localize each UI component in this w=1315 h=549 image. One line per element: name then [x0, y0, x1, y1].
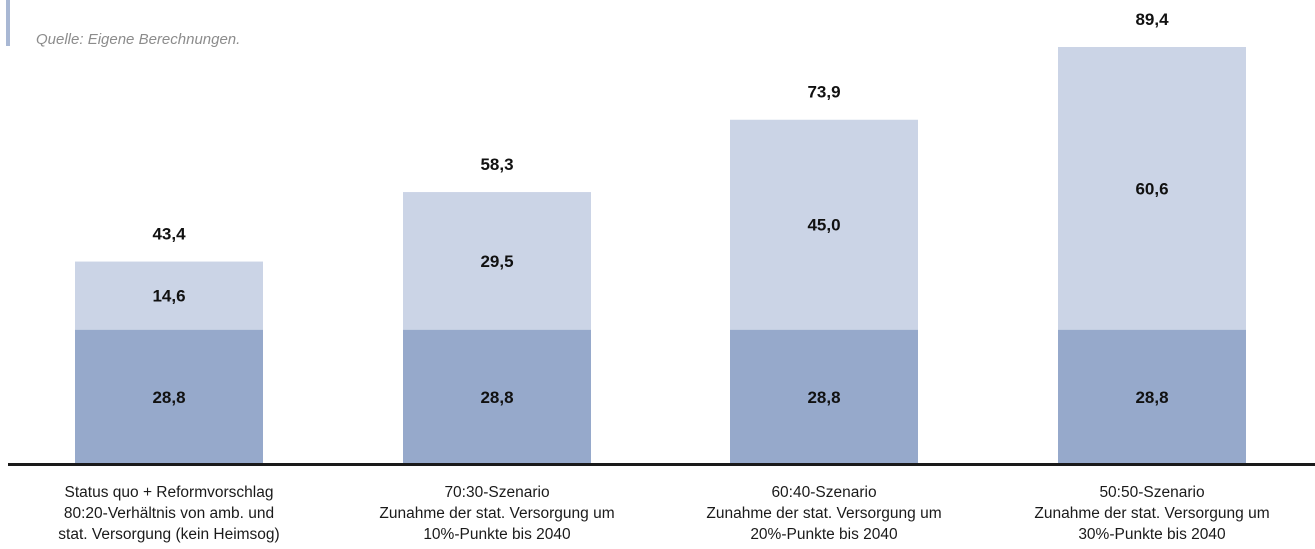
bar-segment-increase [75, 261, 263, 330]
bar-total-label: 43,4 [152, 225, 186, 244]
source-accent-bar [6, 0, 10, 46]
category-label: 70:30-Szenario Zunahme der stat. Versorgu… [367, 482, 627, 545]
bar-value-label-increase: 60,6 [1135, 179, 1168, 198]
category-label: 50:50-Szenario Zunahme der stat. Versorgu… [1022, 482, 1282, 545]
bar-segment-increase [403, 192, 591, 330]
bar-value-label-base: 28,8 [152, 388, 185, 407]
bar-value-label-base: 28,8 [480, 388, 513, 407]
bar-value-label-increase: 14,6 [152, 287, 185, 306]
source-note: Quelle: Eigene Berechnungen. [36, 31, 241, 48]
category-label: Status quo + Reformvorschlag 80:20-Verhäl… [39, 482, 299, 545]
bar-total-label: 58,3 [480, 155, 513, 174]
category-label-line: Zunahme der stat. Versorgung um [706, 505, 942, 522]
category-label-line: Zunahme der stat. Versorgung um [379, 505, 615, 522]
bar-total-label: 89,4 [1135, 10, 1169, 29]
bar-segment-base [75, 329, 263, 464]
bar-value-label-increase: 29,5 [480, 252, 513, 271]
category-label-line: 20%-Punkte bis 2040 [750, 526, 898, 543]
category-label-line: 10%-Punkte bis 2040 [423, 526, 571, 543]
bar-value-label-increase: 45,0 [807, 216, 840, 235]
x-axis-line [8, 463, 1315, 466]
bar-total-label: 73,9 [807, 82, 840, 101]
category-label-line: 50:50-Szenario [1099, 484, 1205, 501]
category-label-line: 60:40-Szenario [771, 484, 877, 501]
category-label-line: Status quo + Reformvorschlag [64, 484, 274, 501]
bar-segment-increase [730, 119, 918, 330]
bar-segment-increase [1058, 47, 1246, 330]
category-label-line: 80:20-Verhältnis von amb. und [63, 505, 275, 522]
bar-value-label-base: 28,8 [1135, 388, 1168, 407]
bar-segment-base [403, 329, 591, 464]
category-label-line: 30%-Punkte bis 2040 [1078, 526, 1226, 543]
bar-segment-base [730, 329, 918, 464]
bar-value-label-base: 28,8 [807, 388, 840, 407]
category-label-line: stat. Versorgung (kein Heimsog) [58, 526, 280, 543]
category-label-line: 70:30-Szenario [444, 484, 550, 501]
category-label: 60:40-Szenario Zunahme der stat. Versorgu… [694, 482, 954, 545]
bar-segment-base [1058, 329, 1246, 464]
category-label-line: Zunahme der stat. Versorgung um [1034, 505, 1270, 522]
